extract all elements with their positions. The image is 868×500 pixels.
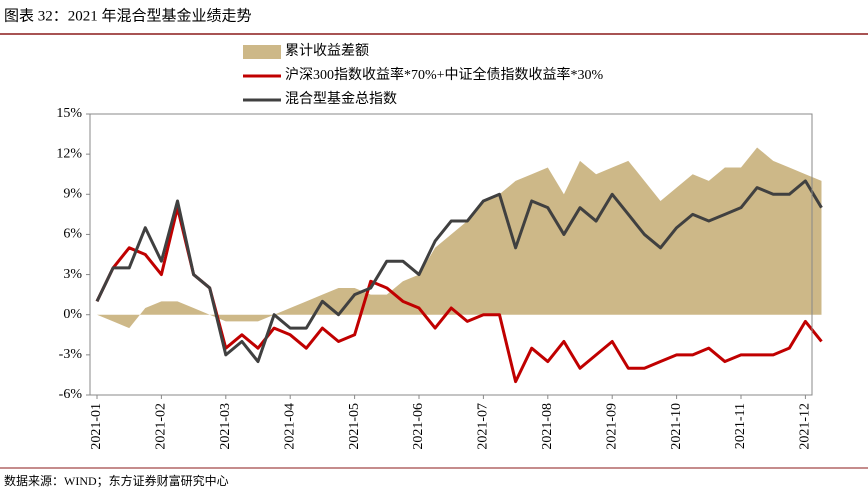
y-tick-label: 9% xyxy=(63,187,82,202)
y-tick-label: 3% xyxy=(63,267,82,282)
plot-frame xyxy=(89,113,813,396)
x-tick-label: 2021-09 xyxy=(604,403,619,450)
y-tick-label: -6% xyxy=(59,387,83,402)
area xyxy=(97,147,822,329)
x-tick-label: 2021-01 xyxy=(89,403,104,450)
x-tick-label: 2021-10 xyxy=(669,403,684,450)
x-tick-label: 2021-02 xyxy=(154,403,169,450)
x-tick-label: 2021-08 xyxy=(540,403,555,450)
legend-swatch xyxy=(243,45,281,59)
y-tick-label: 6% xyxy=(63,227,82,242)
y-tick-label: 15% xyxy=(56,106,82,121)
line xyxy=(95,179,823,364)
y-tick-label: -3% xyxy=(59,347,83,362)
legend-label: 累计收益差额 xyxy=(285,43,369,59)
chart-title: 图表 32：2021 年混合型基金业绩走势 xyxy=(4,7,252,24)
y-tick-label: 0% xyxy=(63,307,82,322)
x-tick-label: 2021-04 xyxy=(282,403,297,450)
legend-label: 沪深300指数收益率*70%+中证全债指数收益率*30% xyxy=(285,66,604,83)
legend-label: 混合型基金总指数 xyxy=(285,90,397,107)
x-tick-label: 2021-12 xyxy=(798,403,813,450)
y-tick-label: 12% xyxy=(56,146,82,161)
x-tick-label: 2021-11 xyxy=(733,403,748,449)
source-note: 数据来源：WIND；东方证券财富研究中心 xyxy=(4,473,229,488)
x-tick-label: 2021-07 xyxy=(476,403,491,450)
x-tick-label: 2021-03 xyxy=(218,403,233,450)
x-tick-label: 2021-05 xyxy=(347,403,362,450)
x-tick-label: 2021-06 xyxy=(411,403,426,450)
